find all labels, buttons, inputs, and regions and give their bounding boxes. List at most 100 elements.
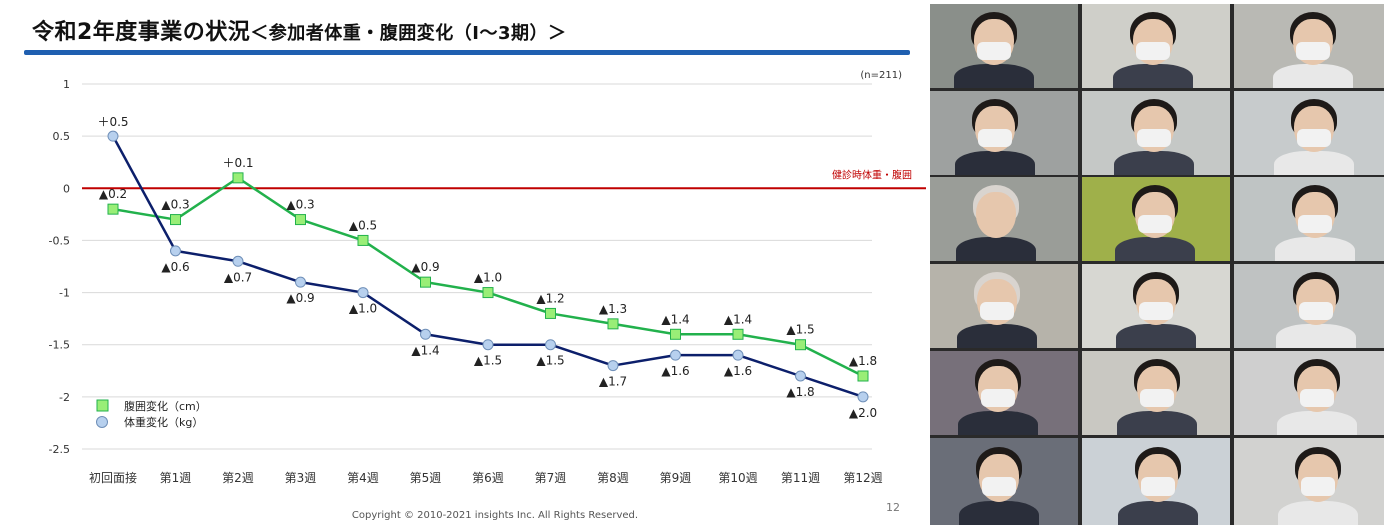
line-chart: 1 0.5 0 -0.5 -1 -1.5 -2 -2.5 健診時体重・腹囲 (n=211) 初回面接… [49,70,926,485]
waist-data-label: ▲0.2 [99,187,127,201]
face-mask [980,301,1014,321]
weight-point [482,339,494,351]
participant-video-tile[interactable] [1082,91,1230,175]
participant-body [1278,500,1358,525]
face-mask [977,41,1011,61]
copyright-text: Copyright © 2010-2021 insights Inc. All … [351,510,639,521]
participant-video-tile[interactable] [930,4,1078,88]
participant-video-tile[interactable] [1234,4,1384,88]
weight-point [170,245,181,257]
video-conference-grid [930,4,1384,525]
participant-video-tile[interactable] [1082,438,1230,525]
participant-body [957,324,1037,348]
face-mask [1297,128,1331,148]
waist-data-label: ▲0.5 [349,218,377,232]
weight-data-label: ＋0.5 [97,115,128,129]
waist-data-label: ▲0.9 [411,260,439,274]
y-tick-label: -2.5 [49,443,70,456]
face-mask [981,388,1015,408]
x-tick-label: 第6週 [472,471,504,485]
y-tick-label: -1.5 [49,339,70,352]
x-tick-label: 第2週 [222,471,254,485]
weight-point [670,349,681,361]
waist-point [670,328,681,340]
weight-point [545,339,556,351]
waist-point [607,318,619,330]
weight-data-label: ▲1.6 [661,364,689,378]
x-tick-label: 第9週 [660,471,692,485]
waist-data-label: ＋0.1 [222,156,253,170]
slide-title-sub: ＜参加者体重・腹囲変化（Ⅰ～3期）＞ [250,23,567,44]
x-tick-label: 初回面接 [89,470,137,485]
waist-point [420,276,431,288]
face-mask [1141,477,1175,497]
participant-video-tile[interactable] [1234,264,1384,348]
y-tick-label: 1 [63,78,70,91]
participant-video-tile[interactable] [930,177,1078,261]
face-mask [1137,128,1171,148]
baseline-label: 健診時体重・腹囲 [832,168,912,181]
participant-video-tile[interactable] [1082,177,1230,261]
waist-data-label: ▲1.3 [599,302,627,316]
waist-data-label: ▲1.4 [661,312,689,326]
x-tick-label: 第8週 [597,471,629,485]
participant-body [1117,411,1197,435]
participant-face [976,192,1016,239]
waist-data-label: ▲0.3 [161,198,189,212]
participant-body [954,64,1034,88]
weight-data-label: ▲1.5 [474,354,502,368]
participant-video-tile[interactable] [1082,264,1230,348]
participant-video-tile[interactable] [1234,438,1384,525]
face-mask [982,477,1016,497]
participant-body [956,237,1036,261]
title-underline [24,50,910,55]
face-mask [1298,214,1332,234]
presentation-slide: 令和2年度事業の状況＜参加者体重・腹囲変化（Ⅰ～3期）＞ 1 0.5 0 -0.5 -1… [24,14,926,521]
waist-data-label: ▲0.3 [286,198,314,212]
weight-point [357,287,369,299]
waist-data-label: ▲1.8 [849,354,877,368]
participant-video-tile[interactable] [1234,351,1384,435]
face-mask [978,128,1012,148]
participant-video-tile[interactable] [930,264,1078,348]
waist-data-label: ▲1.2 [536,291,564,305]
weight-point [232,255,244,267]
weight-data-label: ▲1.0 [349,302,377,316]
y-tick-label: -0.5 [49,234,70,247]
face-mask [1296,41,1330,61]
waist-data-label: ▲1.5 [786,323,814,337]
participant-body [1116,324,1196,348]
legend-waist-marker [96,399,109,412]
x-tick-label: 第12週 [843,471,882,485]
legend-weight-marker [96,416,108,428]
waist-point [232,172,244,184]
slide-title: 令和2年度事業の状況＜参加者体重・腹囲変化（Ⅰ～3期）＞ [32,14,567,46]
face-mask [1139,301,1173,321]
participant-video-tile[interactable] [930,91,1078,175]
participant-video-tile[interactable] [1082,4,1230,88]
x-tick-label: 第3週 [285,471,317,485]
participant-body [1115,237,1195,261]
x-tick-label: 第1週 [160,471,192,485]
participant-video-tile[interactable] [1234,91,1384,175]
participant-video-tile[interactable] [1082,351,1230,435]
weight-data-label: ▲1.5 [536,354,564,368]
face-mask [1299,301,1333,321]
participant-body [1118,500,1198,525]
weight-point [857,391,869,403]
weight-data-label: ▲2.0 [849,406,877,420]
participant-body [1273,64,1353,88]
waist-point [107,203,119,215]
weight-data-label: ▲0.6 [161,260,189,274]
weight-data-label: ▲1.6 [724,364,752,378]
participant-video-tile[interactable] [930,351,1078,435]
participant-video-tile[interactable] [1234,177,1384,261]
waist-point [482,287,494,299]
legend-weight-label: 体重変化（kg） [124,415,203,429]
x-tick-label: 第10週 [718,471,757,485]
participant-video-tile[interactable] [930,438,1078,525]
participant-body [1277,411,1357,435]
face-mask [1136,41,1170,61]
face-mask [1300,388,1334,408]
weight-point [607,360,619,372]
